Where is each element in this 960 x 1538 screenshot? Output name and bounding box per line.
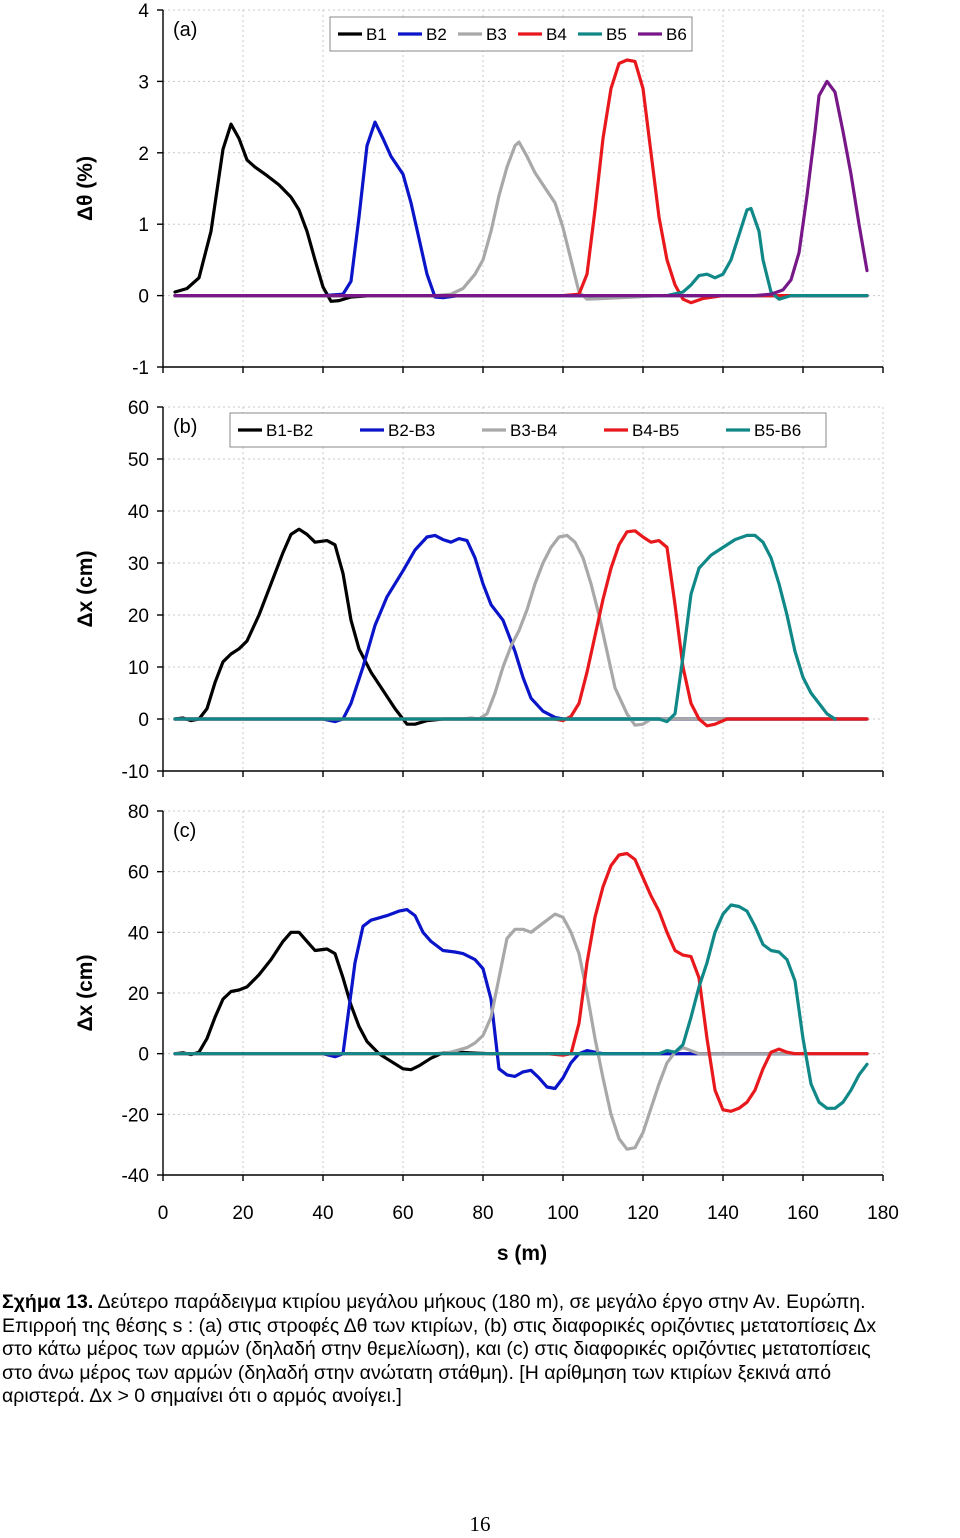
series-line-b5 <box>173 206 869 301</box>
y-tick-label: 0 <box>138 710 149 731</box>
series-line-b1 <box>173 122 869 303</box>
y-tick-label: 80 <box>128 802 149 823</box>
legend-label: B4-B5 <box>632 421 679 440</box>
legend-label: B5-B6 <box>754 421 801 440</box>
caption-line-4: στο άνω μέρος των αρμών (δηλαδή στην ανώ… <box>2 1361 832 1384</box>
page-number: 16 <box>469 1512 491 1536</box>
x-tick-label: 120 <box>627 1203 659 1224</box>
figure-caption: Σχήμα 13. Δεύτερο παράδειγμα κτιρίου μεγ… <box>2 1291 952 1409</box>
x-tick-label: 40 <box>312 1203 333 1224</box>
y-axis-label: Δθ (%) <box>74 156 97 221</box>
legend-label: B3-B4 <box>510 421 557 440</box>
panel-b: 60 50 40 30 20 10 0 -10 Δx (cm) (b) B1-B2 B2-B3 B3-B… <box>74 398 884 783</box>
y-axis-label: Δx (cm) <box>74 551 97 628</box>
x-tick-label: 160 <box>787 1203 819 1224</box>
y-axis-label: Δx (cm) <box>74 955 97 1032</box>
x-tick-label: 60 <box>392 1203 413 1224</box>
x-tick-label: 180 <box>867 1203 899 1224</box>
y-tick-label: 50 <box>128 450 149 471</box>
legend-label: B6 <box>666 25 687 44</box>
legend-label: B4 <box>546 25 567 44</box>
x-tick-label: 20 <box>232 1203 253 1224</box>
y-tick-label: 4 <box>138 1 149 22</box>
y-tick-label: 60 <box>128 398 149 419</box>
caption-line-1: Δεύτερο παράδειγμα κτιρίου μεγάλου μήκου… <box>93 1291 866 1313</box>
series-line-b2-b3 <box>173 908 869 1091</box>
y-tick-label: 2 <box>138 144 149 165</box>
series-line-b3-b4 <box>173 533 869 727</box>
panel-c: 80 60 40 20 0 -20 -40 0 20 40 60 80 100 120 140 160 180 Δ… <box>74 802 899 1224</box>
y-tick-label: 10 <box>128 658 149 679</box>
panel-a: 4 3 2 1 0 -1 Δθ (%) (a) B1 B2 B3 B4 B5 B6 <box>74 1 884 379</box>
x-tick-label: 0 <box>158 1203 169 1224</box>
y-tick-label: 0 <box>138 1045 149 1066</box>
y-tick-label: 40 <box>128 923 149 944</box>
x-tick-label: 100 <box>547 1203 579 1224</box>
series-line-b6 <box>173 79 869 298</box>
legend-box <box>329 16 693 52</box>
y-tick-label: 1 <box>138 215 149 236</box>
y-tick-label: 60 <box>128 863 149 884</box>
x-tick-label: 80 <box>472 1203 493 1224</box>
panel-label: (b) <box>173 416 197 438</box>
y-tick-label: -1 <box>132 358 149 379</box>
y-tick-label: -10 <box>122 762 149 783</box>
caption-line-2: Επιρροή της θέσης s : (a) στις στροφές Δ… <box>2 1314 877 1337</box>
gridlines <box>163 406 884 771</box>
y-tick-label: 20 <box>128 606 149 627</box>
y-tick-label: 30 <box>128 554 149 575</box>
series-line-b1-b2 <box>173 527 869 726</box>
legend: B1-B2 B2-B3 B3-B4 B4-B5 B5-B6 <box>229 412 827 448</box>
y-tick-label: 3 <box>138 72 149 93</box>
series-line-b5-b6 <box>173 903 869 1110</box>
caption-line-3: στο κάτω μέρος των αρμών (δηλαδή στην θε… <box>2 1338 871 1361</box>
series-line-b2-b3 <box>173 533 869 724</box>
series-line-b4 <box>173 58 869 305</box>
gridlines <box>163 9 884 367</box>
series-line-b5-b6 <box>173 533 837 724</box>
caption-line-5: αριστερά. Δx > 0 σημαίνει ότι ο αρμός αν… <box>2 1385 402 1408</box>
legend-label: B5 <box>606 25 627 44</box>
gridlines <box>163 810 884 1175</box>
legend-label: B2-B3 <box>388 421 435 440</box>
y-tick-label: 20 <box>128 984 149 1005</box>
panel-label: (c) <box>173 820 196 842</box>
series-line-b1-b2 <box>173 930 869 1072</box>
y-tick-label: -20 <box>122 1105 149 1126</box>
series-line-b3 <box>173 140 869 301</box>
caption-label: Σχήμα 13. <box>2 1291 94 1313</box>
x-tick-label: 140 <box>707 1203 739 1224</box>
y-tick-label: 0 <box>138 287 149 308</box>
series-line-b3-b4 <box>173 912 869 1151</box>
series-line-b2 <box>173 120 869 300</box>
panel-label: (a) <box>173 19 197 41</box>
legend-label: B1 <box>366 25 387 44</box>
legend-label: B3 <box>486 25 507 44</box>
legend-label: B1-B2 <box>266 421 313 440</box>
legend: B1 B2 B3 B4 B5 B6 <box>329 16 693 52</box>
y-tick-label: -40 <box>122 1166 149 1187</box>
x-axis-label: s (m) <box>497 1242 547 1265</box>
series-line-b4-b5 <box>173 851 869 1113</box>
legend-label: B2 <box>426 25 447 44</box>
series-line-b4-b5 <box>173 529 869 728</box>
y-tick-label: 40 <box>128 502 149 523</box>
